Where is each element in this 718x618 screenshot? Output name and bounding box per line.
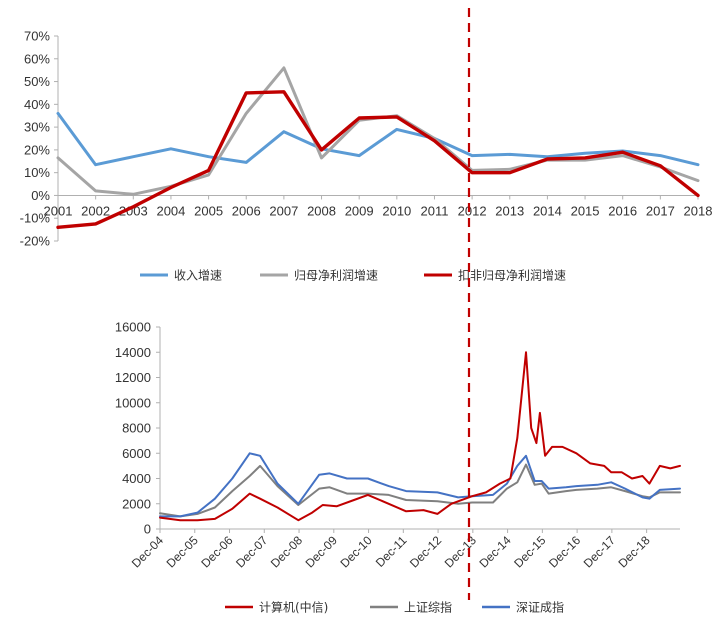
y-tick-label: 50% [24, 74, 50, 89]
x-tick-label: Dec-13 [442, 533, 479, 570]
legend-label: 归母净利润增速 [294, 269, 378, 283]
x-tick-label: Dec-15 [511, 533, 548, 570]
x-tick-label: 2010 [382, 203, 411, 218]
x-tick-label: Dec-05 [164, 533, 201, 570]
x-tick-label: Dec-07 [233, 533, 270, 570]
growth-chart: -20% -10% 0% 10% 20% 30% 40% 50% 60% 70% 2001 2002 2… [20, 29, 713, 283]
y-tick-label: 4000 [122, 471, 151, 486]
x-tick-label: 2002 [81, 203, 110, 218]
x-tick-label: 2011 [420, 203, 448, 218]
y-tick-label: 20% [24, 142, 50, 157]
y-tick-label: 60% [24, 51, 50, 66]
index-line-1 [159, 351, 681, 522]
x-tick-label: Dec-12 [407, 533, 444, 570]
legend-top: 收入增速 归母净利润增速 扣非归母净利润增速 [140, 269, 566, 283]
x-tick-label: Dec-17 [581, 533, 618, 570]
x-tick-label: Dec-04 [129, 533, 166, 570]
x-tick-label: 2001 [44, 203, 73, 218]
y-tick-label: 8000 [122, 421, 151, 436]
x-tick-label: Dec-14 [476, 533, 513, 570]
y-tick-label: 12000 [115, 370, 151, 385]
x-tick-label: 2005 [194, 203, 223, 218]
x-tick-label: 2014 [533, 203, 562, 218]
x-tick-label: 2017 [646, 203, 675, 218]
series-line-2 [56, 66, 700, 196]
y-tick-label: -10% [20, 211, 51, 226]
x-tick-label: 2012 [458, 203, 487, 218]
x-tick-label: Dec-18 [615, 533, 652, 570]
legend-label: 上证综指 [404, 600, 452, 615]
y-tick-label: 0% [31, 188, 50, 203]
y-tick-label: -20% [20, 234, 51, 249]
x-tick-label: Dec-10 [337, 533, 374, 570]
legend-label: 计算机(中信) [259, 600, 328, 615]
y-tick-label: 30% [24, 120, 50, 135]
y-tick-label: 6000 [122, 446, 151, 461]
series-line-1 [56, 111, 700, 167]
x-tick-label: 2008 [307, 203, 336, 218]
x-tick-label: 2013 [495, 203, 524, 218]
x-tick-label: 2009 [345, 203, 374, 218]
legend-bottom: 计算机(中信) 上证综指 深证成指 [225, 600, 564, 615]
legend-label: 深证成指 [516, 600, 564, 615]
x-tick-label: Dec-11 [373, 533, 410, 570]
x-tick-label: Dec-08 [268, 533, 305, 570]
y-tick-label: 2000 [122, 496, 151, 511]
y-tick-label: 14000 [115, 345, 151, 360]
x-tick-label: 2006 [232, 203, 261, 218]
y-tick-label: 40% [24, 97, 50, 112]
x-tick-label: 2003 [119, 203, 148, 218]
x-tick-label: 2015 [571, 203, 600, 218]
index-chart: 0 2000 4000 6000 8000 10000 12000 14000 16000 Dec… [115, 320, 681, 615]
y-tick-label: 10000 [115, 395, 151, 410]
x-tick-label: 2018 [684, 203, 713, 218]
y-tick-label: 70% [24, 29, 50, 44]
y-tick-label: 16000 [115, 320, 151, 335]
x-tick-label: 2007 [269, 203, 298, 218]
legend-label: 收入增速 [174, 269, 222, 283]
x-tick-label: Dec-06 [198, 533, 235, 570]
legend-label: 扣非归母净利润增速 [458, 269, 566, 283]
y-tick-label: 0 [144, 522, 151, 537]
index-line-2 [159, 463, 681, 518]
x-tick-label: Dec-16 [546, 533, 583, 570]
y-tick-label: 10% [24, 165, 50, 180]
x-tick-label: 2004 [156, 203, 185, 218]
series-line-3 [56, 90, 700, 229]
x-tick-label: Dec-09 [303, 533, 340, 570]
index-line-3 [159, 452, 681, 518]
x-tick-label: 2016 [608, 203, 637, 218]
